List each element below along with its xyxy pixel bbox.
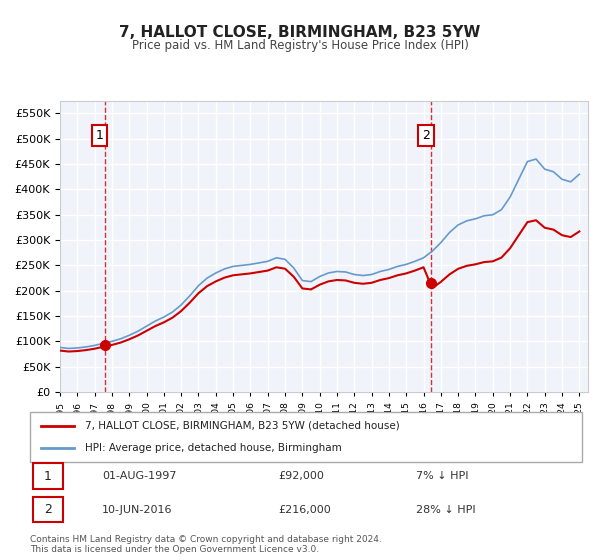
Text: Contains HM Land Registry data © Crown copyright and database right 2024.
This d: Contains HM Land Registry data © Crown c… — [30, 535, 382, 554]
Text: 7, HALLOT CLOSE, BIRMINGHAM, B23 5YW: 7, HALLOT CLOSE, BIRMINGHAM, B23 5YW — [119, 25, 481, 40]
Text: Price paid vs. HM Land Registry's House Price Index (HPI): Price paid vs. HM Land Registry's House … — [131, 39, 469, 52]
Text: 01-AUG-1997: 01-AUG-1997 — [102, 471, 176, 481]
Text: £216,000: £216,000 — [278, 505, 331, 515]
Text: £92,000: £92,000 — [278, 471, 324, 481]
FancyBboxPatch shape — [33, 497, 63, 522]
Text: 7, HALLOT CLOSE, BIRMINGHAM, B23 5YW (detached house): 7, HALLOT CLOSE, BIRMINGHAM, B23 5YW (de… — [85, 421, 400, 431]
Text: 1: 1 — [44, 470, 52, 483]
FancyBboxPatch shape — [33, 463, 63, 489]
Text: 1: 1 — [95, 129, 103, 142]
Text: HPI: Average price, detached house, Birmingham: HPI: Average price, detached house, Birm… — [85, 443, 342, 453]
Text: 2: 2 — [44, 503, 52, 516]
Text: 2: 2 — [422, 129, 430, 142]
Text: 10-JUN-2016: 10-JUN-2016 — [102, 505, 172, 515]
Text: 28% ↓ HPI: 28% ↓ HPI — [416, 505, 476, 515]
Text: 7% ↓ HPI: 7% ↓ HPI — [416, 471, 469, 481]
FancyBboxPatch shape — [30, 412, 582, 462]
